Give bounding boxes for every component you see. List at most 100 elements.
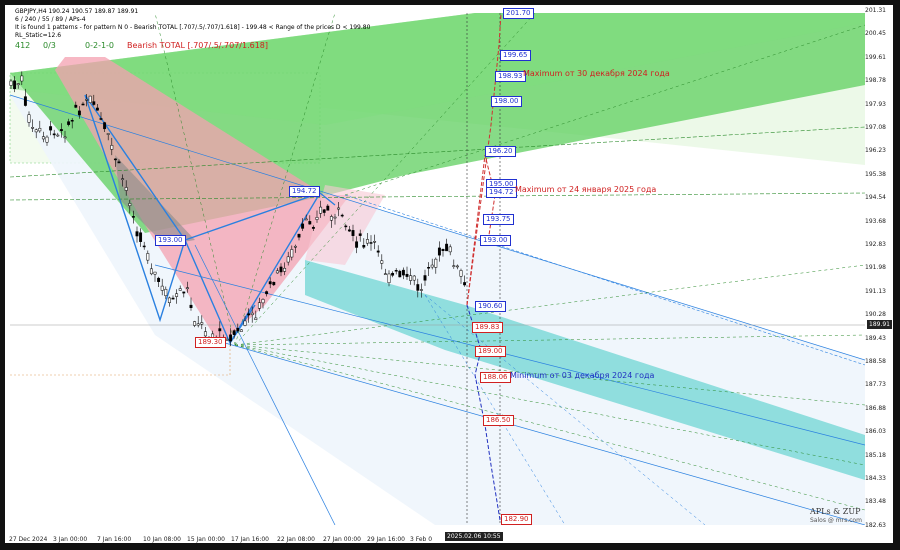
blue-line-5 [344,194,865,366]
candle-body [16,83,20,86]
time-tick: 27 Dec 2024 [9,536,48,543]
candle-body [459,270,463,277]
price-tick: 186.03 [865,428,886,436]
level-label: 186.50 [483,415,514,426]
candle-body [344,225,348,228]
blue-line-2 [154,264,865,446]
candle-body [376,250,380,253]
candle-body [337,207,341,210]
level-label: 182.90 [501,514,532,525]
candle-body [229,334,233,342]
time-tick: 3 Jan 00:00 [53,536,88,543]
green-channel-inner [10,13,865,125]
candle-body [445,243,449,252]
candle-body [203,331,207,337]
time-tick: 27 Jan 00:00 [323,536,361,543]
price-tick: 183.48 [865,498,886,506]
fan-blue-3 [344,24,865,196]
price-tick: 188.58 [865,358,886,365]
candle-body [398,270,402,278]
candle-body [31,127,35,129]
level-label: 198.00 [491,96,522,107]
candle-body [110,145,114,150]
candle-body [52,133,56,136]
annotation-max-dec: Maximum от 30 декабря 2024 года [523,69,670,78]
stat-1: 412 [15,41,31,50]
candle-body [322,209,326,213]
candle-body [153,271,157,275]
current-time-tag: 2025.02.06 10:55 [445,532,503,541]
time-tick: 22 Jan 08:00 [277,536,315,543]
level-label: 199.65 [500,50,531,61]
candle-body [409,275,413,281]
candle-body [351,230,355,236]
candle-body [189,304,193,308]
price-tick: 200.45 [865,30,886,38]
fan-green-10 [154,12,236,346]
candle-body [171,297,175,300]
candle-body [265,291,269,295]
candle-body [13,80,17,90]
candle-body [9,80,13,86]
candle-body [81,103,85,106]
level-label: 194.72 [486,187,517,198]
fan-green-9 [234,12,336,346]
price-tick: 198.78 [865,77,886,85]
candle-body [45,136,49,143]
level-label: 193.00 [480,235,511,246]
candle-body [178,288,182,291]
price-tick: 192.83 [865,241,886,248]
candles [9,71,467,346]
level-label: 189.30 [195,337,226,348]
cyan-channel [305,260,865,480]
level-label: 189.00 [475,346,506,357]
price-tick: 195.38 [865,170,886,178]
candle-body [416,284,420,291]
level-label: 196.20 [485,146,516,157]
candle-body [333,216,337,219]
candle-body [59,129,63,132]
candle-body [301,223,305,229]
candle-body [315,217,319,220]
candle-body [257,302,261,309]
candle-body [160,285,164,291]
candle-body [218,328,222,332]
rl-static: RL_Static=12.6 [15,32,62,39]
fan-green-6 [234,344,865,466]
time-tick: 17 Jan 16:00 [231,536,269,543]
price-tick: 191.98 [865,264,886,272]
fan-blue-1 [424,294,566,525]
fan-blue-2 [424,294,706,525]
candle-body [41,136,45,140]
blue-line-1 [9,94,865,361]
candle-body [121,178,125,180]
candle-body [70,120,74,122]
price-tick: 186.88 [865,404,886,412]
candle-body [383,273,387,275]
fan-green-8 [234,12,536,346]
candle-body [326,205,330,211]
candle-body [85,99,89,101]
candle-body [463,282,467,286]
pattern-label: Bearish TOTAL [.707/.5/.707/1.618] [127,41,269,50]
watermark-sub: Salos @ mrs.com [810,517,862,524]
candle-body [365,239,369,244]
candle-body [38,127,42,132]
candle-body [103,122,107,130]
candle-body [157,277,161,282]
price-tick: 193.68 [865,217,886,225]
candle-body [279,266,283,273]
price-tick: 197.08 [865,124,886,131]
candle-body [430,264,434,268]
candle-body [106,133,110,135]
candle-body [275,270,279,274]
candle-body [391,272,395,276]
price-plot [9,12,865,525]
candle-body [272,281,276,286]
chart-area[interactable]: GBPJPY,H4 190.24 190.57 189.87 189.91 6 … [5,5,893,543]
candle-body [167,297,171,303]
candle-body [308,221,312,225]
price-tick: 201.31 [865,7,886,14]
level-label: 201.70 [503,8,534,19]
candle-body [34,129,38,133]
